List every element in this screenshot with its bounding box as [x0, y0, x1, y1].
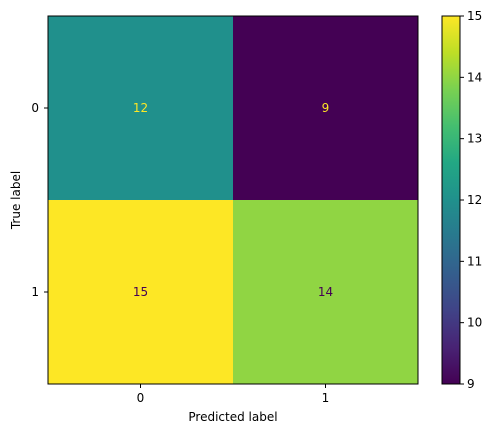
heatmap-cell: [233, 200, 419, 385]
colorbar-tick-label: 13: [467, 132, 482, 146]
heatmap-cell: [48, 200, 234, 385]
cell-value-label: 12: [133, 101, 148, 115]
y-axis-label: True label: [9, 171, 23, 230]
y-axis-ticks: 01: [31, 101, 48, 299]
colorbar-tick-label: 11: [467, 254, 482, 268]
cell-value-label: 14: [318, 285, 333, 299]
heatmap-cell: [233, 16, 419, 201]
heatmap-cell: [48, 16, 234, 201]
y-tick-label: 1: [31, 285, 39, 299]
x-axis-label: Predicted label: [188, 410, 277, 424]
x-tick-label: 0: [137, 391, 145, 405]
cell-value-label: 15: [133, 285, 148, 299]
colorbar-ticks: 9 10 11 12 13 14 15: [460, 9, 482, 391]
y-tick-label: 0: [31, 101, 39, 115]
cell-value-labels: 12 9 15 14: [133, 101, 333, 299]
cell-value-label: 9: [322, 101, 330, 115]
plot-frame: [47, 15, 419, 385]
colorbar-tick-label: 9: [467, 377, 475, 391]
colorbar-tick-label: 10: [467, 316, 482, 330]
heatmap-cells: [48, 16, 419, 385]
colorbar-tick-label: 15: [467, 9, 482, 23]
colorbar-tick-label: 14: [467, 70, 482, 84]
colorbar: [441, 15, 461, 385]
x-tick-label: 1: [322, 391, 330, 405]
colorbar-tick-label: 12: [467, 193, 482, 207]
